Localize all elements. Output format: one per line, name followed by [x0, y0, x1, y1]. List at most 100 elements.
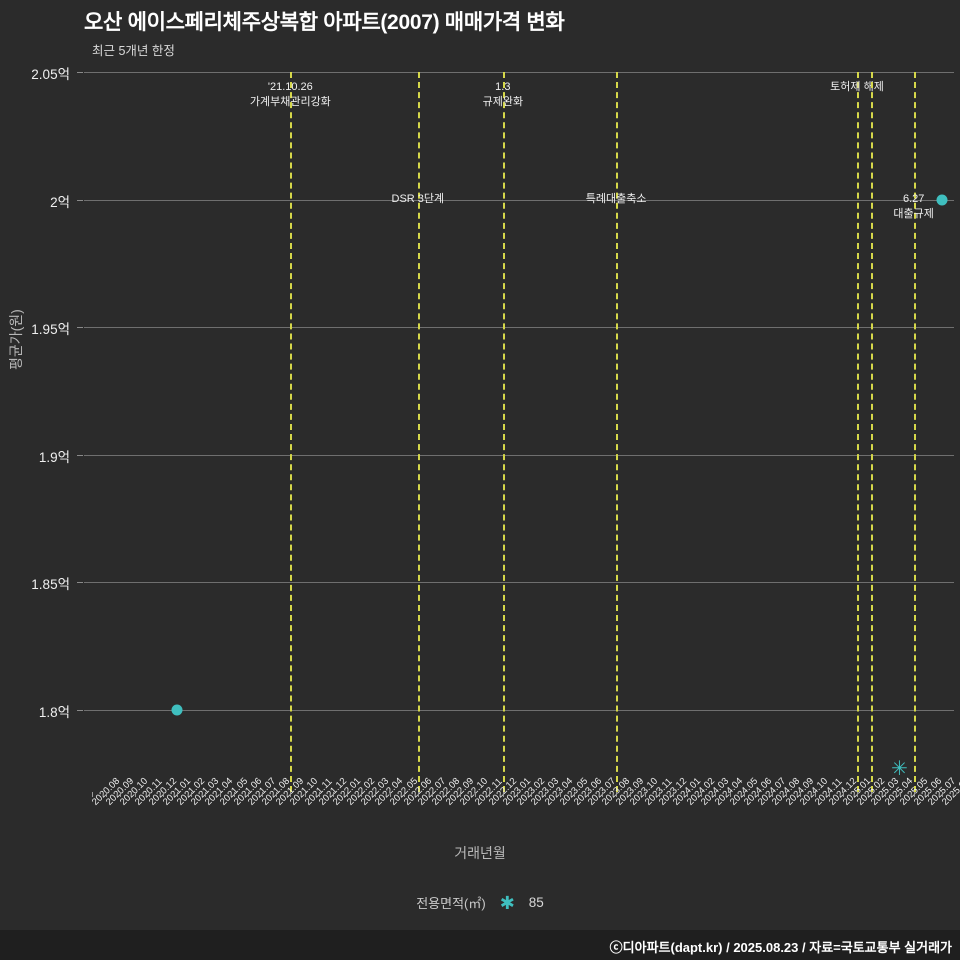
gridline — [84, 454, 954, 456]
event-label-ev5: 토허제 해제 — [830, 80, 884, 95]
x-tick-mark — [927, 792, 929, 797]
x-tick-mark — [247, 792, 249, 797]
event-label-line1: 1.3 — [495, 81, 511, 93]
y-tick-label: 2.05억 — [31, 67, 70, 82]
event-label-line1: '21.10.26 — [267, 81, 313, 93]
legend-item-label: 85 — [528, 895, 544, 910]
event-label-line2: 가계부채관리강화 — [249, 96, 331, 108]
x-tick-mark — [814, 792, 816, 797]
star-marker-icon: ✱ — [499, 892, 515, 913]
gridline — [84, 582, 954, 583]
x-tick-mark — [332, 792, 334, 797]
x-tick-mark — [587, 792, 589, 797]
data-point-star[interactable]: ✳ — [891, 758, 908, 781]
x-tick-mark — [899, 792, 901, 797]
x-tick-mark — [403, 792, 405, 797]
event-label-line2: 특례대출축소 — [585, 193, 647, 205]
y-tick-mark — [77, 72, 83, 73]
event-label-line2: DSR 3단계 — [391, 193, 445, 205]
page-subtitle: 최근 5개년 한정 — [92, 44, 175, 58]
x-tick-mark — [942, 792, 943, 797]
x-tick-mark — [687, 792, 688, 797]
x-tick-mark — [672, 792, 674, 797]
x-tick-mark — [531, 792, 533, 797]
event-line-ev2 — [417, 72, 420, 792]
event-line-ev4 — [616, 72, 619, 792]
x-tick-mark — [616, 792, 618, 797]
event-line-ev1 — [290, 72, 293, 792]
x-tick-mark — [488, 792, 490, 797]
gridline — [84, 199, 954, 201]
event-label-line2: 토허제 해제 — [830, 81, 884, 93]
x-tick-mark — [743, 792, 745, 797]
x-tick-mark — [417, 792, 419, 797]
x-tick-mark — [715, 792, 717, 797]
x-tick-mark — [630, 792, 632, 797]
x-tick-mark — [559, 792, 561, 797]
x-tick-mark — [177, 792, 178, 797]
footer-bar — [0, 930, 960, 960]
x-tick-mark — [276, 792, 278, 797]
event-line-ev6 — [871, 72, 874, 792]
event-label-line2: 대출규제 — [893, 208, 934, 220]
gridline — [84, 327, 954, 328]
x-tick-mark — [729, 792, 731, 797]
event-label-line1: 6.27 — [902, 193, 925, 205]
x-tick-mark — [573, 792, 575, 797]
x-tick-mark — [162, 792, 164, 797]
event-line-ev7 — [913, 72, 916, 792]
footer-credit: ⓒ디아파트(dapt.kr) / 2025.08.23 / 자료=국토교통부 실… — [609, 940, 952, 955]
x-tick-mark — [432, 792, 433, 797]
legend: 전용면적(㎡) ✱ 85 — [0, 893, 960, 912]
x-tick-mark — [772, 792, 773, 797]
event-line-ev3 — [502, 72, 505, 792]
x-tick-mark — [658, 792, 660, 797]
x-tick-mark — [318, 792, 320, 797]
x-tick-mark — [885, 792, 887, 797]
y-tick-mark — [77, 582, 83, 583]
x-tick-mark — [757, 792, 759, 797]
x-tick-mark — [602, 792, 603, 797]
y-tick-mark — [77, 327, 83, 328]
x-tick-mark — [502, 792, 504, 797]
x-tick-mark — [913, 792, 915, 797]
x-tick-mark — [701, 792, 703, 797]
x-tick-mark — [842, 792, 844, 797]
x-tick-mark — [857, 792, 858, 797]
y-tick-mark — [77, 199, 83, 201]
legend-title: 전용면적(㎡) — [416, 896, 486, 911]
data-point-circle[interactable] — [171, 704, 183, 715]
page-title: 오산 에이스페리체주상복합 아파트(2007) 매매가격 변화 — [84, 11, 565, 34]
gridline — [84, 72, 954, 73]
y-tick-label: 1.85억 — [31, 577, 70, 592]
plot-area: 2.05억 2억 1.95억 1.9억 1.85억 1.8억 ✳ — [31, 67, 954, 779]
x-tick-mark — [233, 792, 235, 797]
x-axis-title: 거래년월 — [454, 845, 506, 861]
data-point-circle[interactable] — [936, 194, 948, 205]
x-tick-mark — [828, 792, 830, 797]
event-label-ev1: '21.10.26 가계부채관리강화 — [250, 80, 331, 110]
x-tick-mark — [191, 792, 193, 797]
x-tick-mark — [389, 792, 391, 797]
x-tick-mark — [219, 792, 221, 797]
x-tick-mark — [644, 792, 646, 797]
x-tick-mark — [375, 792, 377, 797]
x-tick-mark — [148, 792, 150, 797]
y-tick-label: 2억 — [50, 194, 70, 210]
event-label-ev2: DSR 3단계 — [392, 192, 445, 207]
x-tick-mark — [106, 792, 108, 797]
x-tick-mark — [474, 792, 476, 797]
x-tick-mark — [304, 792, 306, 797]
event-label-ev3: 1.3 규제완화 — [483, 80, 523, 110]
gridline — [84, 709, 954, 711]
event-line-ev5 — [857, 72, 859, 792]
x-tick-mark — [134, 792, 136, 797]
y-tick-label: 1.95억 — [31, 322, 70, 337]
y-tick-mark — [77, 709, 83, 711]
x-tick-mark — [517, 792, 518, 797]
y-tick-mark — [77, 454, 83, 456]
x-tick-mark — [262, 792, 263, 797]
x-tick-mark — [446, 792, 448, 797]
x-tick-mark — [347, 792, 348, 797]
